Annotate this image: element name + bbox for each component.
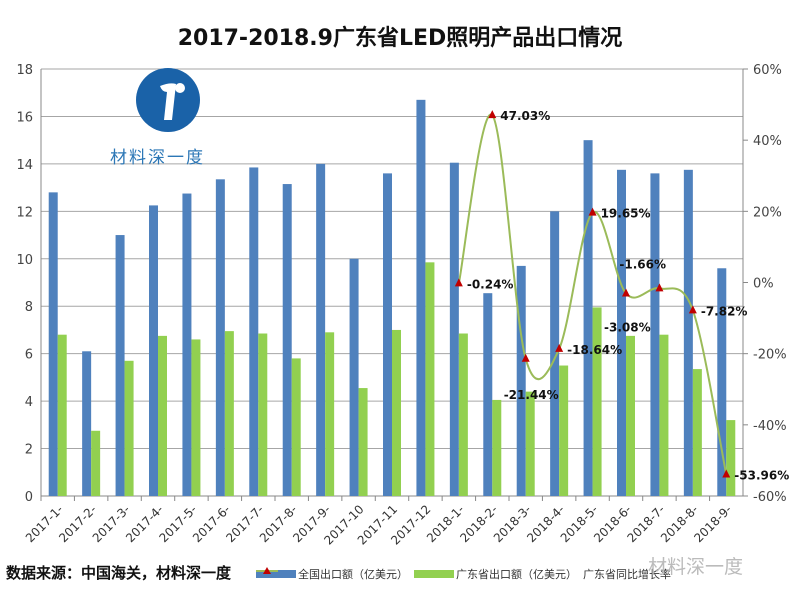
legend-label: 广东省同比增长率	[583, 568, 671, 581]
logo-text: 材料深一度	[110, 148, 205, 168]
growth-data-label: -21.44%	[504, 388, 559, 402]
growth-marker	[622, 288, 630, 297]
bar-national	[449, 162, 459, 497]
bar-guangdong	[559, 365, 569, 496]
growth-data-label: -0.24%	[467, 277, 514, 291]
watermark: 材料深一度	[648, 556, 744, 578]
bar-guangdong	[291, 358, 301, 496]
legend-item-national: 全国出口额（亿美元）	[256, 566, 408, 582]
bar-guangdong	[458, 333, 468, 496]
y2-tick-label: 0%	[753, 277, 774, 292]
growth-marker	[588, 207, 597, 216]
bar-national	[683, 169, 693, 496]
legend-swatch	[414, 570, 454, 578]
bar-national	[383, 173, 392, 496]
y-tick-label: 4	[25, 395, 33, 410]
y2-tick-label: -60%	[753, 490, 787, 505]
bar-national	[583, 140, 593, 496]
growth-data-label: 47.03%	[500, 109, 550, 123]
bar-national	[115, 235, 125, 497]
bar-guangdong	[224, 331, 234, 496]
legend-label: 全国出口额（亿美元）	[298, 568, 408, 581]
growth-data-label: -3.08%	[604, 320, 651, 334]
chart-title: 2017-2018.9广东省LED照明产品出口情况	[177, 26, 623, 51]
bar-national	[215, 179, 225, 496]
legend-item-growth: 广东省同比增长率	[256, 566, 671, 582]
bar-national	[149, 205, 158, 496]
y-tick-label: 6	[25, 348, 33, 363]
growth-marker	[555, 343, 564, 352]
bar-national	[717, 268, 727, 496]
y2-tick-label: -40%	[753, 419, 787, 434]
bar-national	[282, 184, 292, 496]
growth-data-label: -18.64%	[567, 343, 622, 357]
y-tick-label: 12	[16, 205, 33, 220]
bar-national	[516, 265, 526, 496]
legend-item-guangdong: 广东省出口额（亿美元）	[414, 566, 577, 582]
logo-glyph	[160, 83, 185, 120]
y-tick-label: 14	[16, 158, 33, 173]
bar-national	[249, 167, 259, 497]
bar-guangdong	[57, 334, 67, 496]
data-source: 数据来源：中国海关，材料深一度	[6, 564, 232, 582]
bar-national	[617, 169, 626, 496]
bar-guangdong	[525, 391, 535, 496]
bar-guangdong	[258, 333, 268, 496]
legend: 全国出口额（亿美元） 广东省出口额（亿美元） 广东省同比增长率	[256, 566, 671, 582]
bar-national	[182, 193, 192, 496]
y-tick-label: 10	[16, 253, 33, 268]
bar-national	[416, 99, 426, 496]
bar-national	[650, 173, 660, 496]
bar-guangdong	[492, 399, 502, 496]
bar-guangdong	[726, 420, 736, 496]
legend-line-marker	[256, 567, 278, 574]
x-tick-label: 2018-9-	[691, 502, 734, 545]
y-tick-label: 2	[25, 443, 33, 458]
growth-data-label: -7.82%	[701, 304, 748, 318]
y-tick-label: 18	[16, 63, 33, 78]
bar-national	[82, 351, 92, 496]
logo-icon	[136, 68, 200, 132]
bar-national	[550, 211, 560, 497]
bar-guangdong	[692, 369, 702, 496]
bar-guangdong	[91, 430, 101, 496]
bar-guangdong	[626, 335, 635, 496]
growth-marker	[655, 283, 664, 292]
bar-guangdong	[325, 332, 335, 496]
growth-marker	[521, 353, 530, 362]
y2-tick-label: -20%	[753, 348, 787, 363]
y-tick-label: 0	[25, 490, 33, 505]
y2-tick-label: 20%	[753, 205, 782, 220]
bar-national	[349, 258, 359, 496]
growth-marker	[688, 305, 697, 314]
legend-label: 广东省出口额（亿美元）	[456, 568, 577, 581]
bar-national	[316, 163, 326, 496]
bar-guangdong	[124, 360, 134, 496]
bar-guangdong	[358, 388, 368, 496]
legend-swatch	[256, 570, 296, 578]
growth-data-label: 19.65%	[601, 207, 651, 221]
growth-data-label: -53.96%	[734, 469, 789, 483]
y2-tick-label: 60%	[753, 63, 782, 78]
y-tick-label: 8	[25, 300, 33, 315]
bar-guangdong	[425, 262, 435, 496]
y-tick-label: 16	[16, 110, 33, 125]
bar-guangdong	[659, 334, 669, 496]
bar-guangdong	[392, 329, 401, 496]
bar-guangdong	[191, 339, 201, 496]
growth-marker	[722, 469, 731, 478]
bar-guangdong	[158, 335, 167, 496]
bar-national	[483, 293, 493, 496]
growth-marker	[488, 110, 497, 119]
bar-guangdong	[592, 307, 602, 496]
growth-marker	[454, 278, 463, 287]
growth-data-label: -1.66%	[619, 257, 666, 271]
y2-tick-label: 40%	[753, 134, 782, 149]
bar-national	[48, 192, 58, 496]
